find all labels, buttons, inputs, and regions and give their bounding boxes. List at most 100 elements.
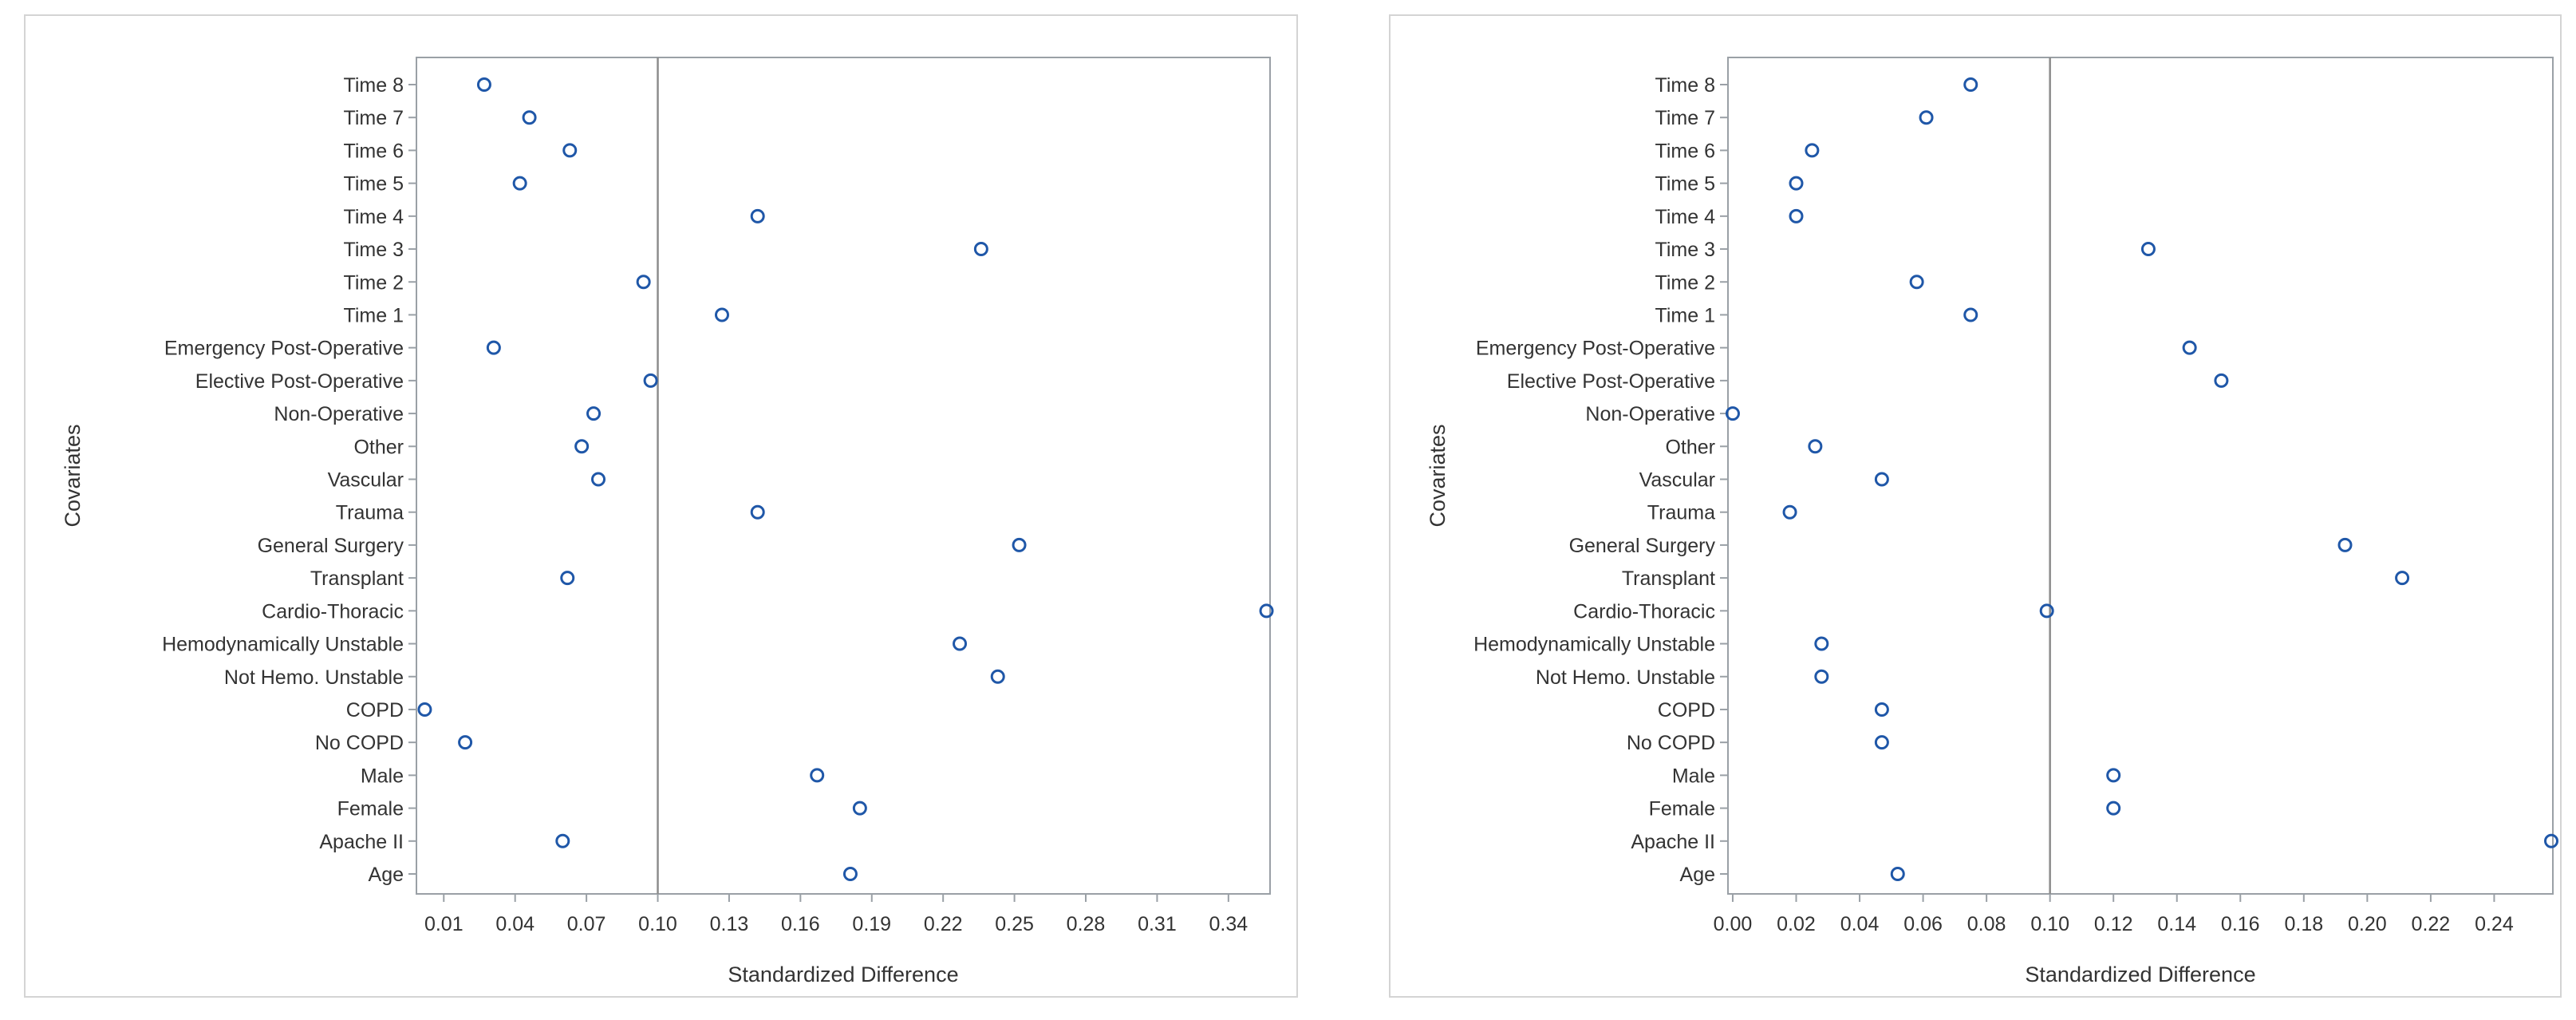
right-y-tick-label: COPD (1658, 699, 1715, 722)
right-data-point (2106, 801, 2121, 816)
right-data-point (1808, 439, 1823, 454)
right-data-point (1782, 504, 1797, 520)
left-data-point (1012, 537, 1027, 552)
left-x-tick-label: 0.13 (710, 913, 749, 935)
left-data-point (476, 77, 491, 92)
left-x-tick-label: 0.01 (424, 913, 464, 935)
left-y-tick-label: Not Hemo. Unstable (224, 666, 404, 689)
left-data-point (990, 669, 1005, 684)
right-y-tick-label: Age (1680, 864, 1715, 886)
right-y-tick-label: Trauma (1647, 502, 1715, 524)
right-y-tick-label: Time 8 (1655, 74, 1715, 97)
left-data-point (486, 340, 501, 355)
right-x-tick-label: 0.10 (2030, 913, 2069, 935)
left-y-tick-label: Time 8 (344, 74, 404, 97)
left-chart-panel: Time 8 Time 7 Time 6 Time 5 Time 4 Time 3 Time… (24, 14, 1298, 998)
left-y-tick-label: Age (369, 864, 404, 886)
left-y-tick-label: Time 6 (344, 140, 404, 162)
left-data-point (417, 702, 432, 717)
left-x-tick-label: 0.16 (781, 913, 820, 935)
left-data-point (636, 275, 651, 290)
left-plot-frame (416, 57, 1271, 895)
right-y-tick-label: Transplant (1622, 567, 1715, 590)
right-y-tick-label: Other (1665, 436, 1715, 458)
right-data-point (1789, 176, 1804, 191)
right-data-point (2337, 537, 2353, 552)
left-x-tick-label: 0.28 (1067, 913, 1106, 935)
left-scatter-chart: Time 8 Time 7 Time 6 Time 5 Time 4 Time 3 Time… (61, 57, 1274, 986)
right-y-tick-label: Female (1649, 798, 1715, 820)
right-y-tick-label: General Surgery (1569, 535, 1716, 557)
left-data-point (522, 110, 537, 125)
right-data-point (2182, 340, 2197, 355)
right-x-tick-label: 0.08 (1967, 913, 2006, 935)
left-data-point (852, 801, 867, 816)
right-x-tick-label: 0.16 (2221, 913, 2260, 935)
right-data-point (1890, 867, 1905, 881)
left-data-point (458, 735, 473, 750)
left-data-point (562, 143, 578, 158)
left-y-tick-label: No COPD (315, 732, 404, 754)
right-y-tick-label: Time 2 (1655, 271, 1715, 294)
right-data-point (1909, 275, 1924, 290)
right-data-point (1919, 110, 1934, 125)
left-y-tick-label: Hemodynamically Unstable (162, 634, 404, 656)
right-data-point (1814, 669, 1829, 684)
right-x-tick-label: 0.02 (1777, 913, 1816, 935)
right-scatter-chart: Time 8 Time 7 Time 6 Time 5 Time 4 Time 3 Time… (1426, 57, 2559, 986)
right-y-tick-label: Vascular (1639, 469, 1715, 492)
left-data-point (810, 768, 825, 783)
right-y-tick-label: Time 4 (1655, 206, 1716, 228)
right-y-tick-label: Apache II (1631, 831, 1715, 853)
left-y-tick-label: General Surgery (258, 535, 404, 557)
right-y-axis-title: Covariates (1426, 424, 1450, 527)
right-y-tick-label: Male (1672, 765, 1715, 787)
right-y-tick-label: Time 7 (1655, 107, 1715, 129)
left-y-tick-label: Emergency Post-Operative (164, 338, 404, 360)
left-x-tick-label: 0.07 (567, 913, 606, 935)
right-x-tick-label: 0.14 (2157, 913, 2196, 935)
left-y-tick-label: Time 1 (344, 304, 404, 326)
left-x-tick-label: 0.34 (1209, 913, 1249, 935)
left-y-tick-label: Trauma (336, 502, 404, 524)
left-x-tick-label: 0.19 (852, 913, 891, 935)
left-x-axis-title: Standardized Difference (728, 963, 958, 986)
left-y-tick-label: COPD (346, 699, 404, 722)
left-y-tick-label: Transplant (310, 567, 404, 590)
right-data-point (2544, 833, 2559, 848)
right-data-point (1874, 735, 1889, 750)
left-data-point (591, 472, 606, 487)
right-y-tick-label: Time 3 (1655, 239, 1715, 261)
left-y-tick-label: Apache II (319, 831, 404, 853)
left-data-point (842, 867, 858, 881)
right-x-tick-label: 0.04 (1840, 913, 1880, 935)
right-y-tick-label: Elective Post-Operative (1507, 370, 1715, 393)
left-data-point (643, 373, 658, 388)
right-data-point (1874, 702, 1889, 717)
right-x-tick-label: 0.00 (1714, 913, 1753, 935)
left-data-point (973, 242, 988, 257)
right-data-point (2395, 571, 2410, 586)
left-y-tick-label: Female (337, 798, 404, 820)
left-y-tick-label: Time 3 (344, 239, 404, 261)
right-y-tick-label: Time 1 (1655, 304, 1715, 326)
right-data-point (1874, 472, 1889, 487)
left-x-tick-label: 0.04 (495, 913, 535, 935)
right-data-point (1789, 208, 1804, 223)
left-data-point (586, 406, 602, 421)
right-y-tick-label: No COPD (1627, 732, 1715, 754)
right-x-tick-label: 0.12 (2094, 913, 2133, 935)
left-y-tick-label: Vascular (328, 469, 404, 492)
right-data-point (1814, 636, 1829, 651)
left-data-point (560, 571, 575, 586)
right-y-tick-label: Cardio-Thoracic (1573, 600, 1715, 623)
right-x-axis-title: Standardized Difference (2025, 963, 2255, 986)
right-chart-panel: Time 8 Time 7 Time 6 Time 5 Time 4 Time 3 Time… (1389, 14, 2562, 998)
right-x-tick-label: 0.06 (1903, 913, 1943, 935)
left-data-point (512, 176, 527, 191)
left-x-tick-label: 0.22 (924, 913, 963, 935)
left-data-point (714, 307, 729, 322)
left-data-point (750, 208, 765, 223)
right-y-tick-label: Emergency Post-Operative (1476, 338, 1715, 360)
left-y-tick-label: Time 2 (344, 271, 404, 294)
